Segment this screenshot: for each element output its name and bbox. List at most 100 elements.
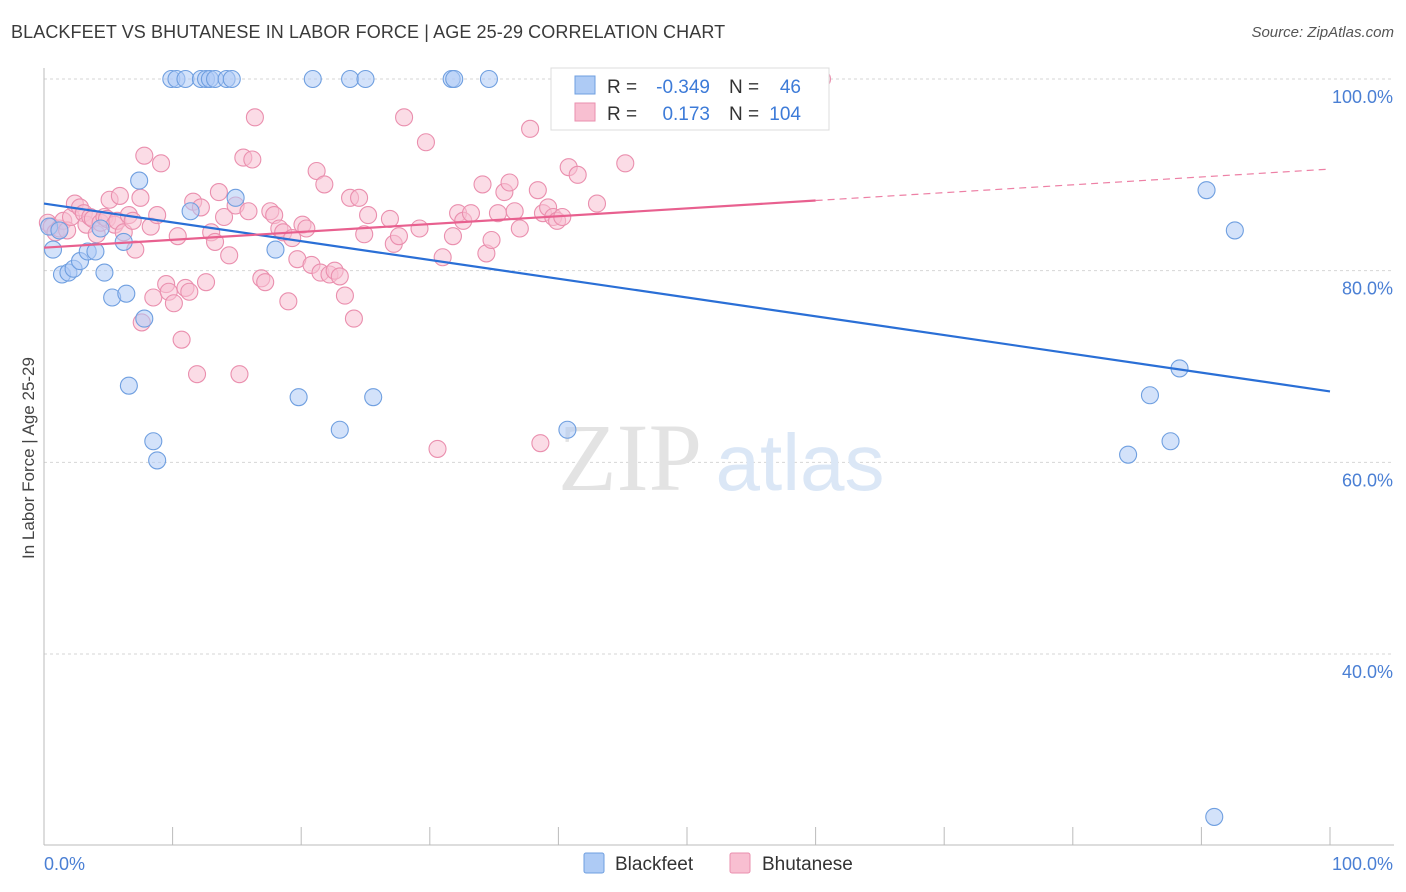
series-legend: Blackfeet Bhutanese <box>583 852 853 875</box>
watermark-zip: ZIP <box>558 404 702 511</box>
bhutanese-point <box>528 181 547 200</box>
bhutanese-point <box>616 154 635 173</box>
blackfeet-point <box>148 451 167 470</box>
bhutanese-point <box>344 309 363 328</box>
blackfeet-point <box>1197 181 1216 200</box>
bhutanese-point <box>144 288 163 307</box>
y-tick-label: 80.0% <box>1342 279 1393 299</box>
bhutanese-point <box>473 175 492 194</box>
bhutanese-point <box>521 119 540 138</box>
bhutanese-point <box>389 227 408 246</box>
legend-bottom-swatch-bhutanese <box>729 852 751 874</box>
blackfeet-point <box>135 309 154 328</box>
bhutanese-point <box>510 219 529 238</box>
bhutanese-point <box>380 209 399 228</box>
source-label: Source: ZipAtlas.com <box>1251 24 1394 41</box>
blackfeet-point <box>119 376 138 395</box>
bhutanese-point <box>151 154 171 173</box>
blackfeet-point <box>330 420 349 439</box>
bhutanese-point <box>410 219 429 238</box>
legend-r-label-bhutanese: R = <box>607 104 637 125</box>
blackfeet-point <box>86 242 105 261</box>
legend-swatch-blackfeet <box>574 75 596 95</box>
bhutanese-point <box>110 186 129 205</box>
legend-bottom-swatch-blackfeet <box>583 852 605 874</box>
bhutanese-point <box>587 194 607 213</box>
bhutanese-point <box>395 108 414 127</box>
blackfeet-point <box>117 284 136 303</box>
bhutanese-point <box>243 150 262 169</box>
bhutanese-point <box>416 133 435 152</box>
y-tick-label: 100.0% <box>1332 87 1393 107</box>
blackfeet-point <box>558 420 577 439</box>
bhutanese-point <box>168 227 187 246</box>
bhutanese-point <box>359 206 378 225</box>
stats-legend: R = -0.349 N = 46 R = 0.173 N = 104 <box>550 67 830 131</box>
legend-n-value-bhutanese: 104 <box>769 104 801 125</box>
bhutanese-point <box>196 273 216 292</box>
bhutanese-point <box>245 108 264 127</box>
bhutanese-point <box>220 246 239 265</box>
blackfeet-point <box>144 432 163 451</box>
bhutanese-point <box>461 204 481 223</box>
legend-bottom-label-blackfeet: Blackfeet <box>615 854 694 875</box>
bhutanese-point <box>355 225 374 244</box>
bhutanese-point <box>482 230 501 250</box>
chart-title: BLACKFEET VS BHUTANESE IN LABOR FORCE | … <box>11 22 726 42</box>
blackfeet-point <box>130 171 149 190</box>
y-axis-title: In Labor Force | Age 25-29 <box>19 357 38 559</box>
blackfeet-point <box>356 69 375 89</box>
watermark: ZIP atlas <box>558 404 884 511</box>
blackfeet-point <box>266 240 285 259</box>
legend-n-label-blackfeet: N = <box>729 77 759 98</box>
bhutanese-point <box>315 175 334 194</box>
axes: 100.0% 80.0% 60.0% 40.0% 0.0% 100.0% <box>43 68 1394 874</box>
blackfeet-trend-line <box>43 202 1331 393</box>
blackfeet-point <box>1225 221 1244 240</box>
bhutanese-point <box>443 227 462 246</box>
legend-swatch-bhutanese <box>574 102 596 122</box>
bhutanese-point <box>172 330 191 349</box>
bhutanese-point <box>428 439 447 458</box>
trend-lines <box>43 168 1331 393</box>
blackfeet-point <box>445 69 464 89</box>
bhutanese-point <box>230 365 249 384</box>
x-tick-label-max: 100.0% <box>1332 854 1393 874</box>
bhutanese-point <box>330 267 349 286</box>
blackfeet-point <box>1205 807 1224 826</box>
blackfeet-point <box>303 69 322 89</box>
y-tick-label: 60.0% <box>1342 470 1393 490</box>
legend-n-label-bhutanese: N = <box>729 104 759 125</box>
blackfeet-point <box>91 219 110 238</box>
blackfeet-point <box>1119 445 1138 464</box>
bhutanese-point <box>135 146 154 165</box>
blackfeet-point <box>479 69 499 89</box>
bhutanese-point <box>297 219 316 238</box>
blackfeet-point <box>226 188 245 207</box>
bhutanese-point <box>131 188 150 207</box>
bhutanese-point <box>209 183 228 202</box>
legend-bottom-label-bhutanese: Bhutanese <box>762 854 853 875</box>
blackfeet-point <box>95 263 114 282</box>
bhutanese-point <box>500 173 519 192</box>
bhutanese-point <box>307 161 326 181</box>
bhutanese-point <box>505 202 524 221</box>
legend-r-value-bhutanese: 0.173 <box>662 104 710 125</box>
bhutanese-trend-line <box>43 199 816 249</box>
blackfeet-point <box>222 69 241 89</box>
blackfeet-point <box>43 240 63 259</box>
bhutanese-point <box>164 294 183 313</box>
bhutanese-point <box>256 273 275 292</box>
bhutanese-point <box>335 286 354 305</box>
blackfeet-point <box>1161 432 1180 451</box>
bhutanese-trend-line-extension <box>815 168 1331 202</box>
legend-r-label-blackfeet: R = <box>607 77 637 98</box>
x-tick-label-min: 0.0% <box>44 854 85 874</box>
blackfeet-point <box>50 221 69 240</box>
bhutanese-point <box>239 202 258 221</box>
blackfeet-point <box>364 388 383 407</box>
bhutanese-point <box>350 188 369 207</box>
legend-r-value-blackfeet: -0.349 <box>656 77 710 98</box>
bhutanese-point <box>531 434 550 453</box>
